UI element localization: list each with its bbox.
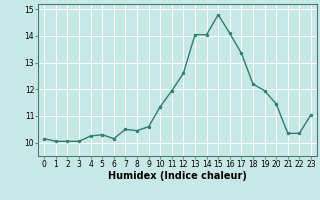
X-axis label: Humidex (Indice chaleur): Humidex (Indice chaleur) <box>108 171 247 181</box>
